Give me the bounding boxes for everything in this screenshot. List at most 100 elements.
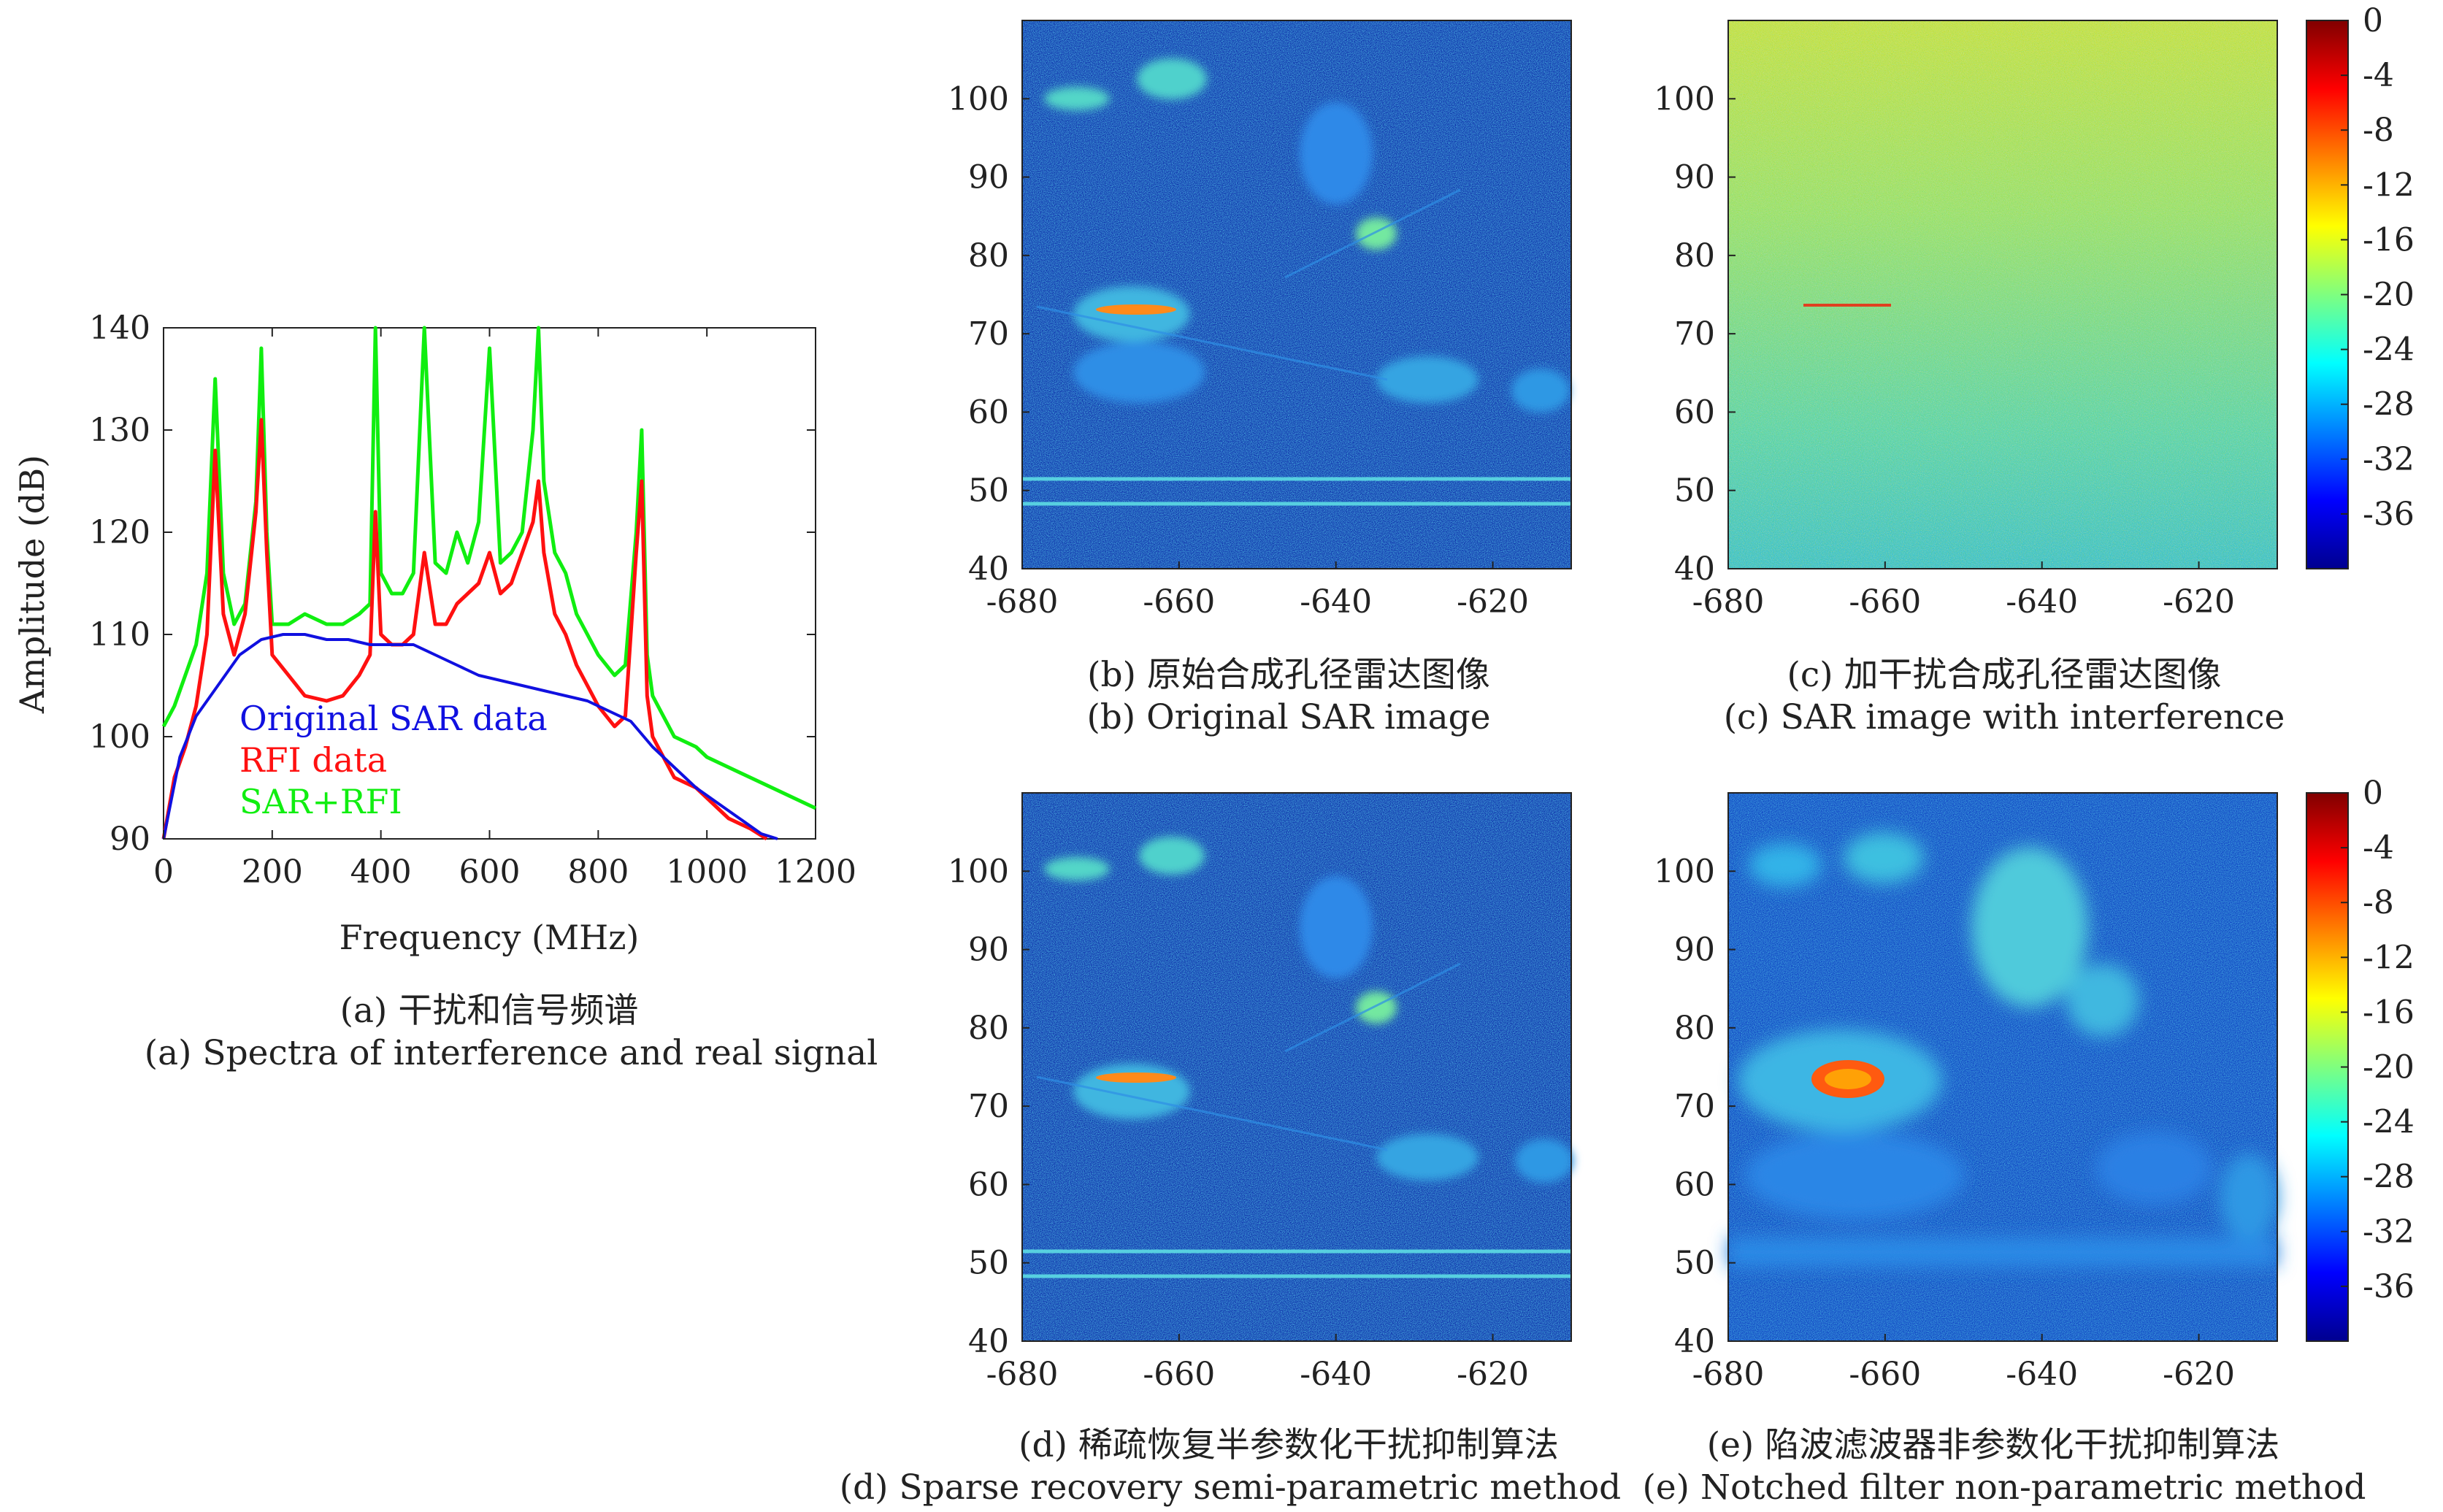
target-blob — [1376, 356, 1479, 403]
heatmap-notched-x-tick-label: -620 — [2163, 1356, 2235, 1393]
target-core-center — [1825, 1069, 1871, 1089]
series-line-original-sar — [162, 633, 778, 840]
target-blob — [1139, 837, 1205, 875]
colorbar-bottom-tick-label: -4 — [2363, 829, 2394, 867]
x-tick-label: 1200 — [775, 853, 856, 891]
target-core — [1096, 304, 1176, 315]
heatmap-notched-x-tick-label: -640 — [2006, 1356, 2078, 1393]
heatmap-original-y-tick-label: 70 — [968, 315, 1009, 353]
colorbar-top-tick-label: -12 — [2363, 166, 2415, 204]
caption-e-english: (e) Notched filter non-parametric method — [1642, 1467, 2366, 1508]
heatmap-interference-speckle — [1728, 20, 2277, 569]
x-tick-label: 400 — [350, 853, 412, 891]
heatmap-notched-frame — [1727, 792, 2278, 1342]
colorbar-top-ticks: 0 -4 -8 -12 -16 -20 -24 -28 -32 -36 — [2341, 2, 2415, 533]
target-blob — [1137, 58, 1207, 99]
y-tick-label: 140 — [89, 310, 150, 347]
y-tick-label: 110 — [89, 616, 150, 653]
caption-d-chinese: (d) 稀疏恢复半参数化干扰抑制算法 — [1019, 1425, 1559, 1465]
x-axis-label: Frequency (MHz) — [340, 918, 640, 957]
y-tick-label: 90 — [110, 821, 150, 858]
heatmap-interference-y-tick-label: 40 — [1674, 550, 1715, 588]
caption-a-english: (a) Spectra of interference and real sig… — [144, 1033, 878, 1073]
heatmap-original-x-tick-label: -620 — [1457, 583, 1529, 621]
heatmap-sparse-y-tick-label: 90 — [968, 932, 1009, 969]
caption-c-chinese: (c) 加干扰合成孔径雷达图像 — [1787, 655, 2222, 695]
heatmap-notched-y-tick-label: 70 — [1674, 1088, 1715, 1125]
heatmap-notched-y-tick-label: 100 — [1654, 853, 1715, 890]
target-blob — [2220, 1154, 2278, 1241]
heatmap-notched-y-tick-label: 40 — [1674, 1323, 1715, 1360]
target-blob — [1515, 1139, 1573, 1183]
target-core — [1096, 1072, 1176, 1083]
heatmap-sparse-y-tick-label: 80 — [968, 1010, 1009, 1047]
y-tick-label: 100 — [89, 718, 150, 756]
heatmap-interference-frame — [1727, 20, 2278, 569]
caption-d-english: (d) Sparse recovery semi-parametric meth… — [839, 1467, 1622, 1508]
heatmap-sparse-y-tick-label: 100 — [948, 853, 1009, 890]
target-blob — [1844, 832, 1924, 883]
heatmap-notched-y-tick-label: 50 — [1674, 1245, 1715, 1282]
colorbar-top-tick-label: -28 — [2363, 386, 2415, 423]
streak-line — [1284, 962, 1461, 1053]
target-blob — [1745, 1132, 1964, 1219]
heatmap-notched-y-tick-label: 80 — [1674, 1010, 1715, 1047]
colorbar-bottom-ticks: 0 -4 -8 -12 -16 -20 -24 -28 -32 -36 — [2341, 775, 2415, 1305]
caption-c-english: (c) SAR image with interference — [1723, 697, 2285, 737]
colorbar-bottom-tick-label: 0 — [2363, 775, 2383, 812]
heatmap-notched-y-tick-label: 90 — [1674, 932, 1715, 969]
heatmap-interference-x-tick-label: -620 — [2163, 583, 2235, 621]
spectrum-plot: 0 200 400 600 800 1000 1200 90 100 110 120 130 140 F… — [12, 310, 856, 957]
legend-entry-rfi: RFI data — [239, 740, 387, 780]
target-blob — [2066, 964, 2139, 1037]
target-blob — [1073, 1064, 1190, 1119]
colorbar-top-tick-label: -36 — [2363, 496, 2415, 533]
heatmap-original-y-tick-label: 90 — [968, 159, 1009, 196]
heatmap-interference-y-tick-label: 70 — [1674, 315, 1715, 353]
heatmap-notched-x-tick-label: -680 — [1692, 1356, 1765, 1393]
y-axis-label: Amplitude (dB) — [12, 455, 52, 714]
caption-e-chinese: (e) 陷波滤波器非参数化干扰抑制算法 — [1706, 1425, 2280, 1465]
target-blob — [1300, 876, 1373, 978]
heatmap-sparse-ticks: -680 -660 -640 -620 40 50 60 70 80 90 100 — [948, 853, 1529, 1393]
heatmap-original-x-tick-label: -660 — [1143, 583, 1215, 621]
heatmap-interference-x-tick-label: -660 — [1849, 583, 1921, 621]
heatmap-interference-x-tick-label: -640 — [2006, 583, 2078, 621]
colorbar-bottom-tick-label: -32 — [2363, 1213, 2415, 1251]
heatmap-sparse-y-tick-label: 50 — [968, 1245, 1009, 1282]
heatmap-notched-filter: -680 -660 -640 -620 40 50 60 70 80 90 100 — [1654, 792, 2278, 1393]
heatmap-sparse-x-tick-label: -620 — [1457, 1356, 1529, 1393]
heatmap-interference-x-tick-label: -680 — [1692, 583, 1765, 621]
target-blob — [1073, 342, 1205, 403]
heatmap-sparse-recovery: -680 -660 -640 -620 40 50 60 70 80 90 100 — [948, 792, 1573, 1393]
heatmap-notched-y-tick-label: 60 — [1674, 1166, 1715, 1203]
colorbar-top-tick-label: -32 — [2363, 441, 2415, 478]
colorbar-top-tick-label: -24 — [2363, 331, 2415, 369]
colorbar-top-tick-label: -20 — [2363, 277, 2415, 314]
target-blob — [1356, 218, 1397, 250]
heatmap-sparse-y-tick-label: 70 — [968, 1088, 1009, 1125]
y-tick-label: 130 — [89, 412, 150, 449]
heatmap-notched-ticks: -680 -660 -640 -620 40 50 60 70 80 90 100 — [1654, 853, 2235, 1393]
heatmap-interference-y-tick-label: 60 — [1674, 394, 1715, 431]
heatmap-original-x-tick-label: -640 — [1300, 583, 1372, 621]
colorbar-bottom-tick-label: -24 — [2363, 1104, 2415, 1141]
heatmap-original-y-tick-label: 80 — [968, 237, 1009, 275]
target-blob — [1511, 369, 1570, 412]
streak-line — [1036, 1075, 1388, 1151]
heatmap-original-y-tick-label: 100 — [948, 80, 1009, 118]
series-line-sar-rfi — [161, 326, 817, 810]
caption-b-english: (b) Original SAR image — [1086, 697, 1491, 737]
caption-b-chinese: (b) 原始合成孔径雷达图像 — [1087, 655, 1490, 695]
heatmap-original-y-tick-label: 50 — [968, 472, 1009, 510]
heatmap-interference-ticks: -680 -660 -640 -620 40 50 60 70 80 90 100 — [1654, 80, 2235, 621]
colorbar-bottom-tick-label: -12 — [2363, 939, 2415, 976]
heatmap-sparse-y-tick-label: 60 — [968, 1166, 1009, 1203]
x-tick-label: 200 — [242, 853, 303, 891]
target-blob — [1376, 1134, 1479, 1181]
colorbar-top-tick-label: -16 — [2363, 221, 2415, 258]
streak-line — [1036, 305, 1388, 381]
colorbar-top-tick-label: -8 — [2363, 112, 2394, 149]
target-blob — [1044, 87, 1110, 110]
